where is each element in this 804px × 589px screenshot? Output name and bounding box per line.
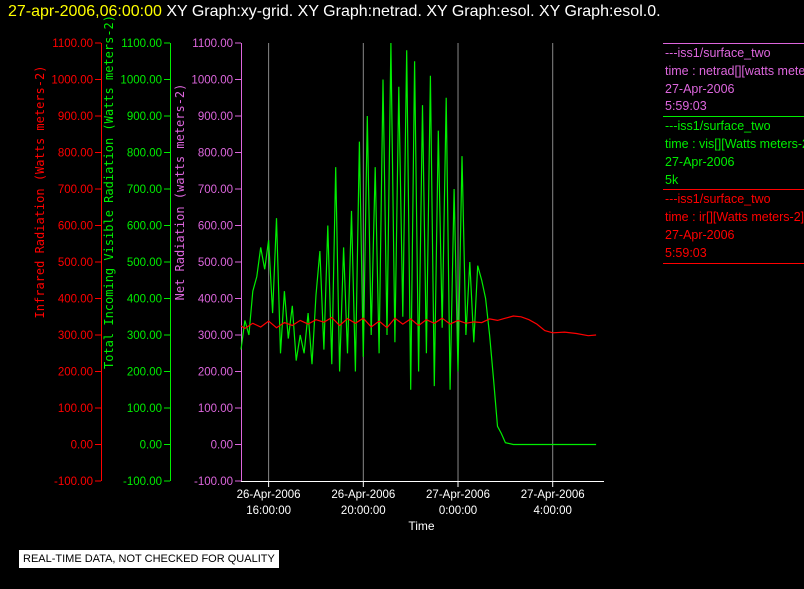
- y-tick-label: 700.00: [58, 184, 93, 196]
- legend-line: 27-Apr-2006: [665, 227, 735, 242]
- x-tick-label-time: 16:00:00: [246, 505, 291, 517]
- y-tick-label: 200.00: [127, 367, 162, 379]
- series-line-vis: [240, 42, 597, 446]
- y-tick-label: 100.00: [198, 403, 233, 415]
- y-tick-label: 100.00: [127, 403, 162, 415]
- series-line-ir: [240, 315, 597, 337]
- legend-line: ---iss1/surface_two: [665, 119, 771, 134]
- y-tick-label: 300.00: [58, 330, 93, 342]
- legend-line: ---iss1/surface_two: [665, 46, 771, 60]
- y-tick-label: 600.00: [58, 221, 93, 233]
- y-tick-label: 1000.00: [51, 75, 93, 87]
- title-graph-list: XY Graph:xy-grid. XY Graph:netrad. XY Gr…: [161, 3, 661, 20]
- x-tick-label-date: 27-Apr-2006: [521, 489, 585, 501]
- y-tick-label: 200.00: [58, 367, 93, 379]
- x-tick-label-time: 0:00:00: [439, 505, 477, 517]
- y-tick-label: -100.00: [54, 476, 93, 488]
- y-tick-label: 0.00: [211, 440, 233, 452]
- y-tick-label: 400.00: [58, 294, 93, 306]
- y-tick-label: 100.00: [58, 403, 93, 415]
- legend-line: ---iss1/surface_two: [665, 192, 771, 207]
- legend-line: 5:59:03: [665, 99, 707, 114]
- x-axis-title: Time: [408, 519, 435, 533]
- y-tick-label: 0.00: [71, 440, 93, 452]
- x-tick-label-date: 26-Apr-2006: [237, 489, 301, 501]
- legend-line: 27-Apr-2006: [665, 154, 735, 169]
- legend-line: time : netrad[][watts meters-2]: [665, 63, 804, 78]
- y-axis-title: Net Radiation (watts meters-2): [173, 84, 187, 301]
- y-tick-label: 300.00: [198, 330, 233, 342]
- y-tick-label: 0.00: [140, 440, 162, 452]
- y-tick-label: 500.00: [127, 257, 162, 269]
- y-tick-label: 1100.00: [52, 38, 93, 50]
- legend-line: time : ir[][Watts meters-2]: [665, 210, 804, 225]
- y-axis-title: Infrared Radiation (Watts meters-2): [33, 66, 47, 319]
- y-tick-label: 300.00: [127, 330, 162, 342]
- y-tick-label: 700.00: [198, 184, 233, 196]
- quality-note: REAL-TIME DATA, NOT CHECKED FOR QUALITY: [19, 550, 279, 568]
- y-tick-label: 1000.00: [191, 75, 233, 87]
- legend-line: 5:59:03: [665, 245, 707, 260]
- legend-line: 5k: [665, 172, 679, 187]
- y-tick-label: -100.00: [194, 476, 233, 488]
- y-tick-label: 1000.00: [120, 75, 162, 87]
- y-tick-label: 700.00: [127, 184, 162, 196]
- y-tick-label: 500.00: [58, 257, 93, 269]
- y-tick-label: 800.00: [127, 148, 162, 160]
- x-tick-label-time: 4:00:00: [534, 505, 572, 517]
- y-axis-title: Total Incoming Visible Radiation (Watts …: [102, 15, 116, 369]
- title-timestamp: 27-apr-2006,06:00:00: [8, 3, 162, 20]
- y-tick-label: 1100.00: [192, 38, 233, 50]
- x-tick-label-time: 20:00:00: [341, 505, 386, 517]
- y-tick-label: 800.00: [198, 148, 233, 160]
- y-tick-label: 1100.00: [121, 38, 162, 50]
- y-tick-label: 900.00: [198, 111, 233, 123]
- y-tick-label: 600.00: [198, 221, 233, 233]
- y-tick-label: 900.00: [127, 111, 162, 123]
- legend-line: time : vis[][Watts meters-2]: [665, 136, 804, 151]
- y-tick-label: 800.00: [58, 148, 93, 160]
- x-tick-label-date: 26-Apr-2006: [331, 489, 395, 501]
- x-tick-label-date: 27-Apr-2006: [426, 489, 490, 501]
- y-tick-label: 500.00: [198, 257, 233, 269]
- legend-line: 27-Apr-2006: [665, 81, 735, 96]
- title-bar: 27-apr-2006,06:00:00 XY Graph:xy-grid. X…: [8, 3, 661, 21]
- y-tick-label: 900.00: [58, 111, 93, 123]
- y-tick-label: 400.00: [127, 294, 162, 306]
- y-tick-label: 200.00: [198, 367, 233, 379]
- y-tick-label: -100.00: [123, 476, 162, 488]
- y-tick-label: 400.00: [198, 294, 233, 306]
- y-tick-label: 600.00: [127, 221, 162, 233]
